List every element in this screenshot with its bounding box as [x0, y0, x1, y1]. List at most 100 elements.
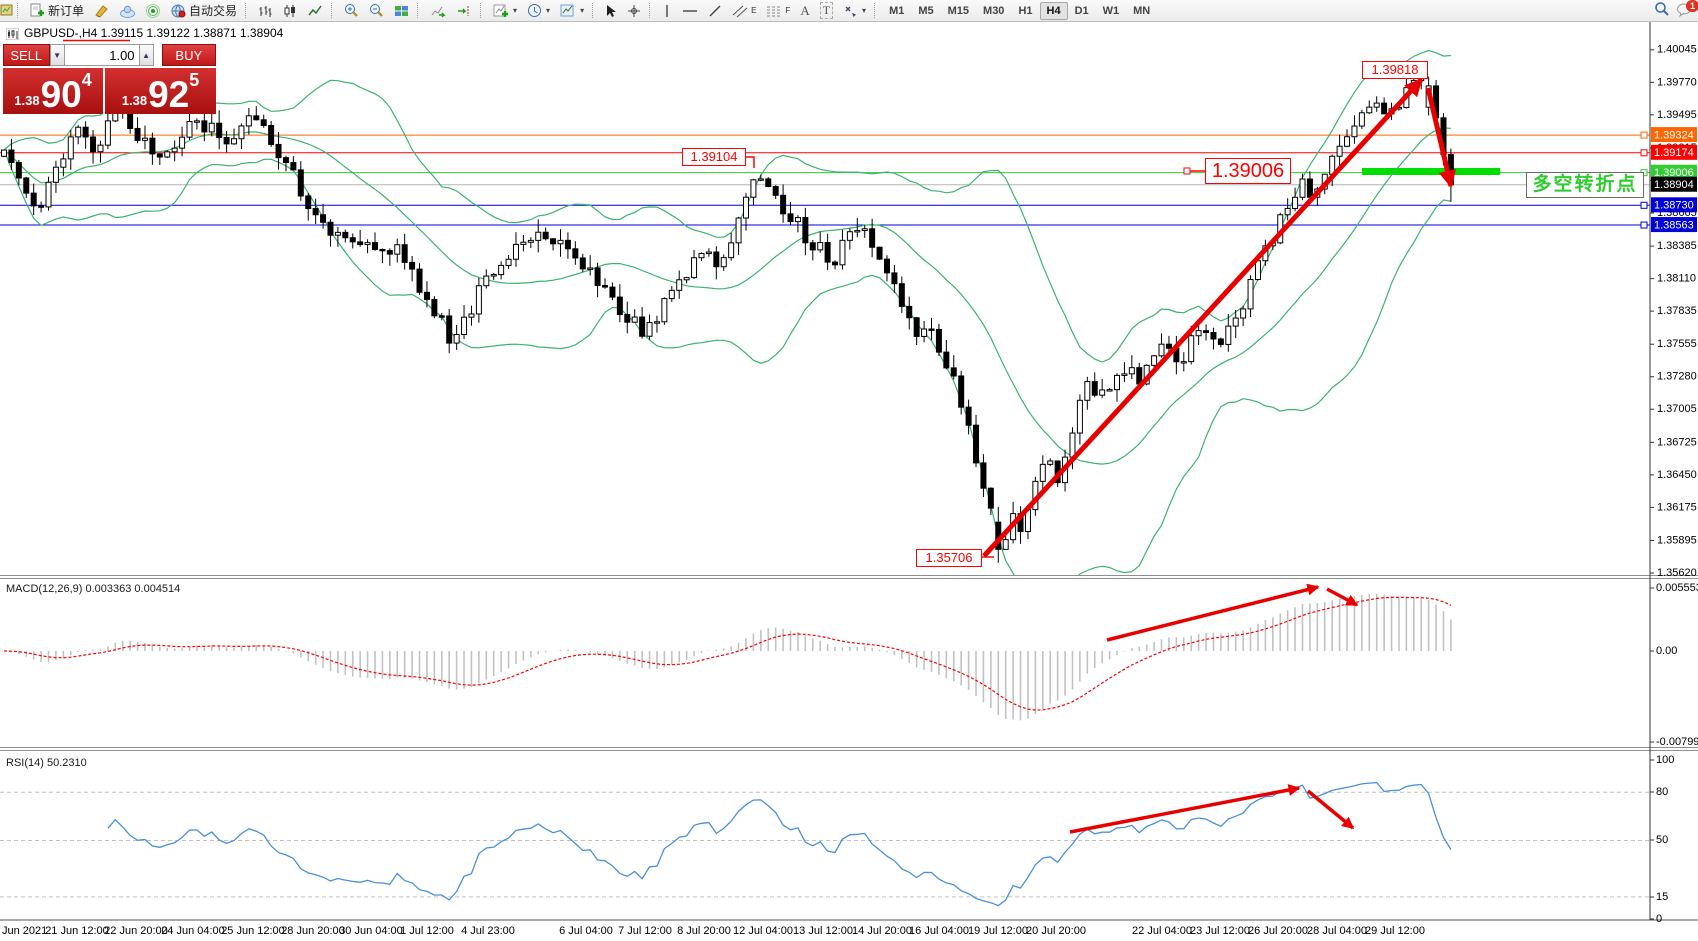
search-icon[interactable] [1654, 1, 1670, 20]
trendline-tool[interactable] [703, 1, 727, 20]
svg-text:28 Jul 04:00: 28 Jul 04:00 [1307, 925, 1367, 937]
text-label-tool[interactable]: T [815, 1, 838, 20]
svg-text:1.38904: 1.38904 [1654, 179, 1694, 191]
svg-text:1.38385: 1.38385 [1657, 240, 1697, 252]
chart-canvas[interactable]: 1.400451.397701.394951.392151.389401.386… [0, 22, 1698, 941]
timeframe-m1[interactable]: M1 [882, 2, 911, 20]
autotrade-button[interactable]: 自动交易 [166, 1, 242, 20]
volume-decrease-button[interactable]: ▼ [49, 44, 65, 66]
svg-text:22 Jul 04:00: 22 Jul 04:00 [1132, 925, 1192, 937]
timeframe-m15[interactable]: M15 [941, 2, 976, 20]
svg-text:26 Jul 20:00: 26 Jul 20:00 [1248, 925, 1308, 937]
notifications-icon[interactable]: 1 [1676, 0, 1698, 20]
timeframe-group: M1 M5 M15 M30 H1 H4 D1 W1 MN [882, 1, 1157, 20]
periods-button[interactable]: ▾ [522, 1, 555, 20]
timeframe-mn[interactable]: MN [1126, 2, 1157, 20]
buy-price-display[interactable]: 1.38 92 5 [105, 68, 216, 114]
templates-button[interactable]: ▾ [555, 1, 589, 20]
fibonacci-tool[interactable]: F [761, 1, 795, 20]
clock-icon [527, 3, 542, 18]
chart-symbol-icon [5, 27, 20, 45]
price-annotation-low[interactable]: 1.35706 [916, 549, 982, 567]
cursor-icon [605, 4, 617, 18]
cursor-button[interactable] [600, 1, 622, 20]
candle-chart-mode-button[interactable] [278, 1, 303, 20]
vertical-line-tool[interactable] [657, 1, 677, 20]
horizontal-line-tool[interactable] [677, 1, 703, 20]
toolbar-grip [592, 3, 596, 18]
timeframe-h4[interactable]: H4 [1039, 1, 1068, 20]
timeframe-d1[interactable]: D1 [1068, 2, 1096, 20]
svg-text:1.37005: 1.37005 [1657, 403, 1697, 415]
styler-button[interactable] [89, 1, 114, 20]
vertical-line-icon [662, 4, 672, 18]
arrows-tool[interactable]: ▾ [838, 1, 871, 20]
indicators-plus-icon [493, 3, 509, 18]
svg-text:12 Jul 04:00: 12 Jul 04:00 [733, 925, 793, 937]
arrows-icon [843, 4, 858, 18]
svg-text:25 Jun 12:00: 25 Jun 12:00 [221, 925, 285, 937]
timeframe-m5[interactable]: M5 [911, 2, 940, 20]
svg-text:19 Jul 12:00: 19 Jul 12:00 [968, 925, 1028, 937]
svg-text:1.38730: 1.38730 [1654, 200, 1694, 212]
timeframe-h1[interactable]: H1 [1011, 2, 1039, 20]
community-button[interactable] [114, 1, 141, 20]
notification-count-badge: 1 [1685, 0, 1698, 12]
sell-button[interactable]: SELL [3, 44, 50, 66]
svg-text:15: 15 [1656, 891, 1668, 903]
price-annotation-mid[interactable]: 1.39104 [682, 148, 746, 166]
svg-text:50: 50 [1656, 834, 1668, 846]
crayon-icon [94, 4, 109, 18]
new-order-icon [30, 3, 45, 18]
zoom-in-icon [344, 3, 359, 18]
toolbar-grip [649, 3, 653, 18]
turning-point-note[interactable]: 多空转折点 [1526, 172, 1644, 198]
volume-spinner: ▼ ▲ [49, 44, 154, 66]
text-tool[interactable]: A [795, 1, 814, 20]
indicators-button[interactable]: ▾ [488, 1, 522, 20]
cloud-user-icon [119, 4, 136, 18]
svg-text:1.39770: 1.39770 [1657, 76, 1697, 88]
toolbar-grip [17, 3, 21, 18]
svg-text:1.39495: 1.39495 [1657, 109, 1697, 121]
dropdown-caret-icon: ▾ [580, 6, 585, 15]
zoom-in-button[interactable] [339, 1, 364, 20]
zoom-out-icon [369, 3, 384, 18]
auto-scroll-button[interactable] [425, 1, 451, 20]
candlestick-icon [283, 4, 298, 18]
timeframe-m30[interactable]: M30 [976, 2, 1011, 20]
volume-increase-button[interactable]: ▲ [138, 44, 154, 66]
svg-text:16 Jul 04:00: 16 Jul 04:00 [909, 925, 969, 937]
tile-windows-button[interactable] [389, 1, 414, 20]
svg-text:0.005553: 0.005553 [1656, 582, 1698, 594]
line-chart-mode-button[interactable] [303, 1, 328, 20]
svg-text:29 Jul 12:00: 29 Jul 12:00 [1365, 925, 1425, 937]
svg-text:1.35620: 1.35620 [1657, 567, 1697, 579]
sell-price-display[interactable]: 1.38 90 4 [3, 68, 105, 114]
symbol-ohlc-readout: GBPUSD-,H4 1.39115 1.39122 1.38871 1.389… [24, 26, 284, 40]
svg-text:1.38110: 1.38110 [1657, 273, 1696, 285]
svg-text:1.39174: 1.39174 [1654, 147, 1694, 159]
svg-text:1.35895: 1.35895 [1657, 534, 1697, 546]
channel-tool[interactable]: E [727, 1, 761, 20]
buy-button[interactable]: BUY [161, 44, 216, 66]
price-annotation-keylevel[interactable]: 1.39006 [1205, 158, 1291, 184]
volume-input[interactable] [64, 44, 139, 66]
svg-text:1 Jul 12:00: 1 Jul 12:00 [400, 925, 454, 937]
svg-text:14 Jul 20:00: 14 Jul 20:00 [852, 925, 912, 937]
chart-area[interactable]: 1.400451.397701.394951.392151.389401.386… [0, 22, 1698, 941]
new-order-button[interactable]: 新订单 [25, 1, 89, 20]
svg-text:7 Jul 12:00: 7 Jul 12:00 [618, 925, 672, 937]
bar-chart-icon [258, 4, 273, 18]
crosshair-button[interactable] [622, 1, 646, 20]
dropdown-caret-icon: ▾ [513, 6, 518, 15]
window-icon [0, 3, 14, 19]
signals-button[interactable] [141, 1, 166, 20]
chart-shift-button[interactable] [451, 1, 477, 20]
tile-windows-icon [394, 4, 409, 18]
timeframe-w1[interactable]: W1 [1096, 2, 1127, 20]
price-annotation-high[interactable]: 1.39818 [1362, 61, 1428, 79]
bar-chart-mode-button[interactable] [253, 1, 278, 20]
zoom-out-button[interactable] [364, 1, 389, 20]
